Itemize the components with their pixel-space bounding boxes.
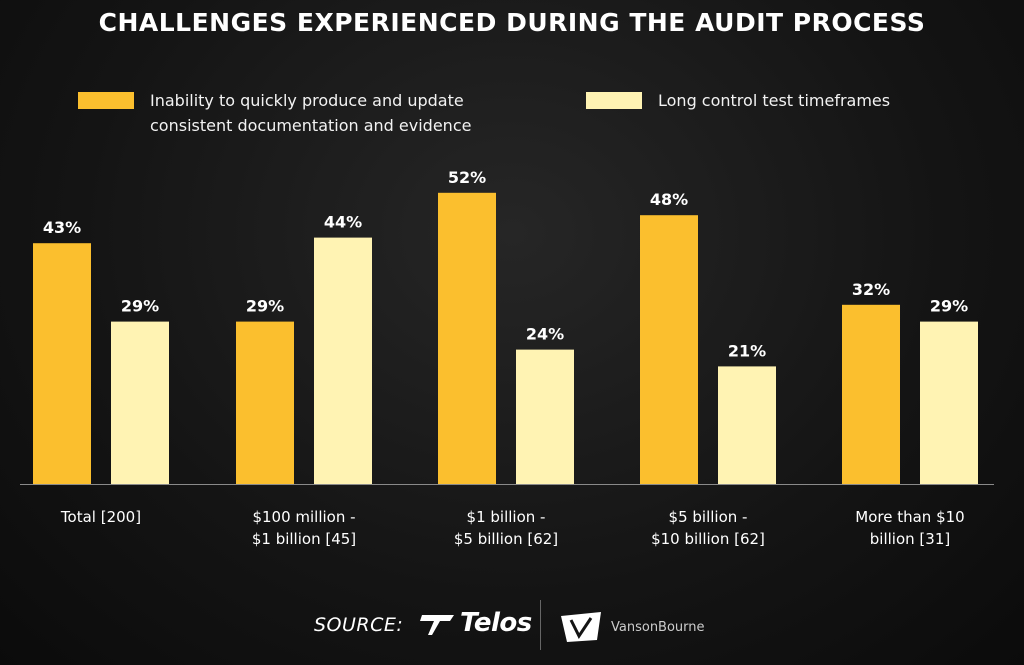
- vansonbourne-logo-icon: [561, 612, 601, 642]
- vansonbourne-logo: VansonBourne: [557, 610, 705, 644]
- category-label-line: $10 billion [62]: [651, 530, 765, 548]
- bar-series1-cat3: [438, 192, 496, 485]
- data-label-series2-cat1: 29%: [121, 297, 159, 316]
- telos-logo-text: Telos: [460, 608, 532, 638]
- data-label-series2-cat2: 44%: [324, 213, 362, 232]
- footer-divider: [540, 600, 541, 650]
- category-label-line: $5 billion [62]: [454, 530, 558, 548]
- legend-item-documentation: Inability to quickly produce and update …: [78, 88, 471, 138]
- chart-title: CHALLENGES EXPERIENCED DURING THE AUDIT …: [98, 8, 926, 37]
- vansonbourne-logo-text: VansonBourne: [611, 619, 705, 635]
- bar-series2-cat5: [920, 321, 978, 484]
- legend-swatch-documentation: [78, 92, 134, 109]
- legend-label-control-test: Long control test timeframes: [658, 88, 890, 113]
- category-label-line: $1 billion -: [467, 508, 546, 526]
- bar-series2-cat3: [516, 349, 574, 484]
- bar-series2-cat4: [718, 366, 776, 484]
- category-label-1: Total [200]: [60, 508, 141, 526]
- legend-swatch-control-test: [586, 92, 642, 109]
- bars-group: [33, 192, 978, 485]
- source-label: SOURCE:: [314, 614, 404, 636]
- data-label-series1-cat4: 48%: [650, 190, 688, 209]
- data-label-series1-cat2: 29%: [246, 297, 284, 316]
- data-label-series1-cat1: 43%: [43, 218, 81, 237]
- category-label-line: More than $10: [855, 508, 964, 526]
- legend-item-control-test: Long control test timeframes: [586, 88, 890, 113]
- category-label-line: $5 billion -: [669, 508, 748, 526]
- telos-logo-icon: [420, 615, 454, 635]
- legend-label-documentation: Inability to quickly produce and update …: [150, 88, 471, 138]
- category-label-line: $100 million -: [252, 508, 355, 526]
- bar-series1-cat1: [33, 243, 91, 484]
- category-label-3: $1 billion - $5 billion [62]: [454, 508, 558, 548]
- telos-logo: Telos: [420, 608, 532, 638]
- bar-series1-cat2: [236, 321, 294, 484]
- legend-label-line-1: Inability to quickly produce and update: [150, 91, 464, 110]
- data-label-series1-cat5: 32%: [852, 280, 890, 299]
- category-label-5: More than $10 billion [31]: [855, 508, 964, 548]
- legend-label-line-1: Long control test timeframes: [658, 91, 891, 110]
- data-label-series2-cat4: 21%: [728, 341, 766, 360]
- data-label-series2-cat3: 24%: [526, 325, 564, 344]
- bar-series2-cat2: [314, 237, 372, 484]
- category-label-4: $5 billion - $10 billion [62]: [651, 508, 765, 548]
- legend-label-line-2: consistent documentation and evidence: [150, 116, 472, 135]
- bar-series1-cat5: [842, 304, 900, 484]
- labels-group: 43% 29% 52% 48% 32% 29% 44% 24% 21% 29% Total [200…: [43, 168, 968, 548]
- category-label-2: $100 million - $1 billion [45]: [252, 508, 356, 548]
- bar-chart: 43% 29% 52% 48% 32% 29% 44% 24% 21% 29% Total [200…: [20, 168, 994, 548]
- category-label-line: $1 billion [45]: [252, 530, 356, 548]
- bar-series2-cat1: [111, 321, 169, 484]
- data-label-series1-cat3: 52%: [448, 168, 486, 187]
- data-label-series2-cat5: 29%: [930, 297, 968, 316]
- category-label-line: billion [31]: [870, 530, 950, 548]
- category-label-line: Total [200]: [60, 508, 141, 526]
- bar-series1-cat4: [640, 215, 698, 484]
